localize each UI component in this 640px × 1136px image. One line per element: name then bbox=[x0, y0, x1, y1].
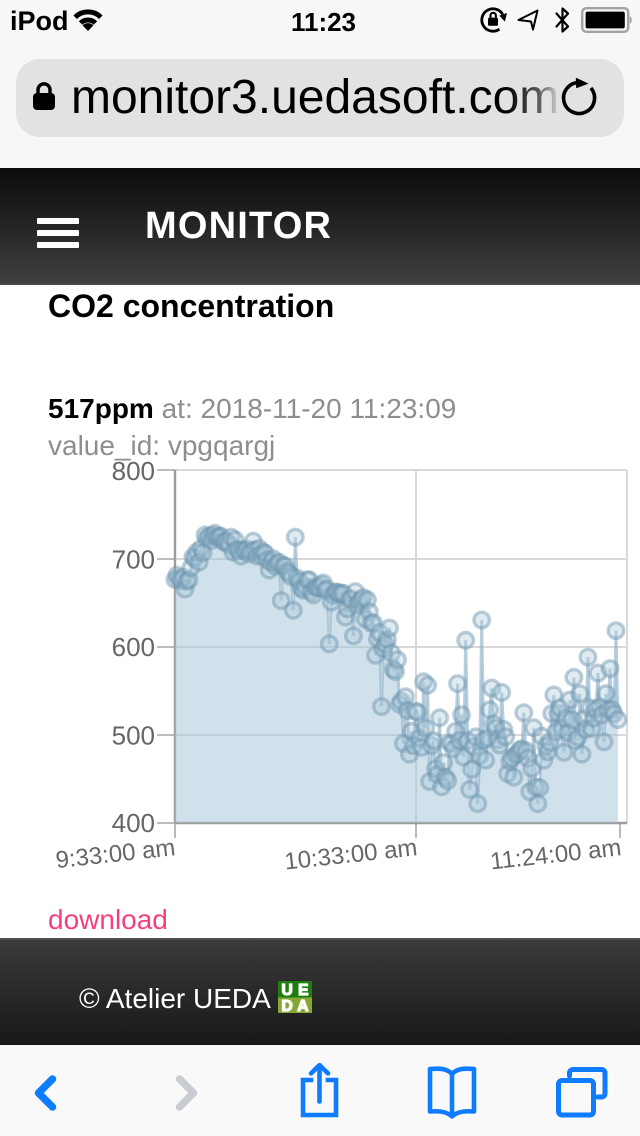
svg-text:700: 700 bbox=[112, 545, 155, 575]
svg-text:400: 400 bbox=[112, 808, 155, 838]
svg-text:500: 500 bbox=[112, 721, 155, 751]
svg-text:800: 800 bbox=[112, 456, 155, 486]
svg-text:11:24:00 am: 11:24:00 am bbox=[489, 834, 623, 875]
svg-text:10:33:00 am: 10:33:00 am bbox=[283, 834, 419, 875]
svg-text:600: 600 bbox=[112, 632, 155, 662]
svg-text:9:33:00 am: 9:33:00 am bbox=[54, 834, 176, 874]
